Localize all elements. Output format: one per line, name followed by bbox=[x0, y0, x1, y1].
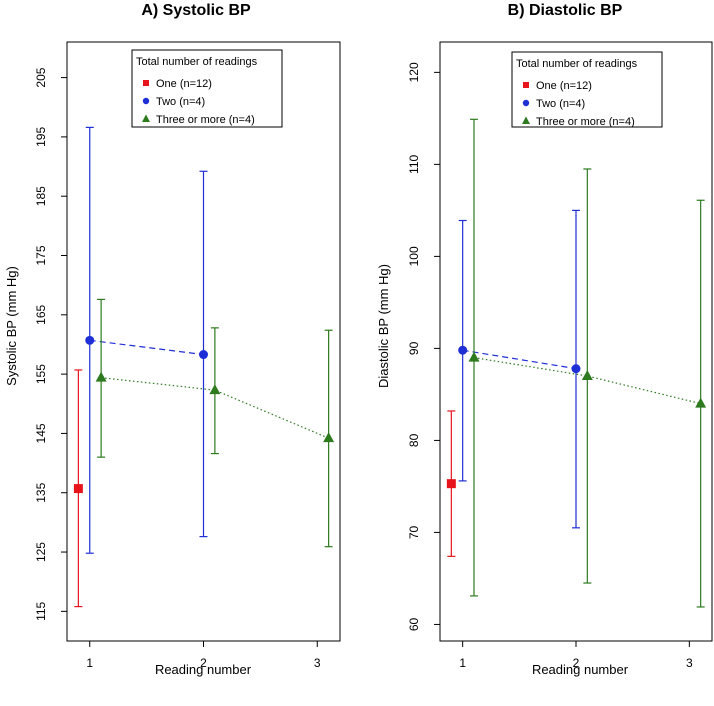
legend: Total number of readings One (n=12) Two (n… bbox=[131, 49, 283, 128]
series-square bbox=[446, 410, 456, 557]
legend-marker bbox=[523, 82, 529, 88]
legend-box bbox=[511, 51, 663, 128]
data-point bbox=[323, 432, 335, 443]
y-tick-label: 165 bbox=[34, 304, 48, 324]
x-tick-label: 1 bbox=[86, 656, 93, 670]
legend-entry: Three or more (n=4) bbox=[156, 114, 255, 126]
x-tick-label: 1 bbox=[459, 656, 466, 670]
data-point bbox=[571, 364, 581, 374]
x-tick-label: 2 bbox=[573, 656, 580, 670]
data-point bbox=[446, 479, 456, 489]
y-tick-label: 155 bbox=[34, 364, 48, 384]
series-triangle bbox=[468, 118, 707, 608]
data-point bbox=[468, 351, 480, 362]
y-tick-label: 70 bbox=[407, 525, 421, 539]
series-line bbox=[462, 349, 577, 370]
y-tick-label: 125 bbox=[34, 542, 48, 562]
series-circle bbox=[458, 209, 581, 529]
data-point bbox=[209, 384, 221, 395]
data-point bbox=[73, 484, 83, 494]
series-square bbox=[73, 369, 83, 608]
y-tick-label: 145 bbox=[34, 423, 48, 443]
legend-entry: Three or more (n=4) bbox=[536, 116, 635, 128]
series-circle bbox=[85, 126, 208, 554]
x-tick-label: 2 bbox=[200, 656, 207, 670]
legend-box bbox=[131, 49, 283, 128]
series-line bbox=[89, 339, 204, 356]
y-tick-label: 205 bbox=[34, 67, 48, 87]
legend-marker bbox=[142, 114, 150, 122]
legend-entry: Two (n=4) bbox=[156, 96, 205, 108]
y-tick-label: 110 bbox=[407, 154, 421, 173]
legend-marker bbox=[143, 80, 149, 86]
y-tick-label: 185 bbox=[34, 186, 48, 206]
x-tick-label: 3 bbox=[314, 656, 321, 670]
series-triangle bbox=[95, 298, 335, 548]
series-line bbox=[473, 357, 701, 405]
data-point bbox=[458, 345, 468, 355]
x-tick-label: 3 bbox=[686, 656, 693, 670]
data-point bbox=[199, 350, 208, 360]
data-point bbox=[85, 335, 95, 345]
y-tick-label: 80 bbox=[407, 433, 421, 447]
y-tick-label: 115 bbox=[34, 601, 48, 620]
legend-entry: Two (n=4) bbox=[536, 98, 585, 110]
panel-diastolic: B) Diastolic BP Diastolic BP (mm Hg) Rea… bbox=[376, 2, 713, 677]
panel-systolic: A) Systolic BP Systolic BP (mm Hg) Readi… bbox=[4, 2, 341, 677]
y-tick-label: 135 bbox=[34, 482, 48, 502]
y-tick-label: 195 bbox=[34, 127, 48, 147]
data-point bbox=[695, 397, 707, 408]
panel-title: A) Systolic BP bbox=[141, 2, 251, 19]
y-axis-label: Systolic BP (mm Hg) bbox=[4, 266, 19, 386]
panel-title: B) Diastolic BP bbox=[508, 2, 623, 19]
legend-marker bbox=[522, 116, 530, 124]
legend-entry: One (n=12) bbox=[536, 80, 592, 92]
y-tick-label: 120 bbox=[407, 62, 421, 82]
y-tick-label: 60 bbox=[407, 617, 421, 631]
legend-title: Total number of readings bbox=[136, 56, 258, 68]
legend-marker bbox=[142, 97, 150, 105]
data-point bbox=[95, 371, 107, 382]
x-axis-label: Reading number bbox=[155, 662, 252, 677]
y-tick-label: 100 bbox=[407, 246, 421, 266]
y-axis-label: Diastolic BP (mm Hg) bbox=[376, 264, 391, 388]
legend-entry: One (n=12) bbox=[156, 78, 212, 90]
legend: Total number of readings One (n=12) Two (n… bbox=[511, 51, 663, 128]
y-tick-label: 175 bbox=[34, 245, 48, 265]
data-point bbox=[581, 370, 593, 381]
legend-marker bbox=[522, 99, 530, 107]
x-axis-label: Reading number bbox=[532, 662, 629, 677]
series-line bbox=[101, 377, 329, 439]
legend-title: Total number of readings bbox=[516, 58, 638, 70]
y-tick-label: 90 bbox=[407, 341, 421, 355]
